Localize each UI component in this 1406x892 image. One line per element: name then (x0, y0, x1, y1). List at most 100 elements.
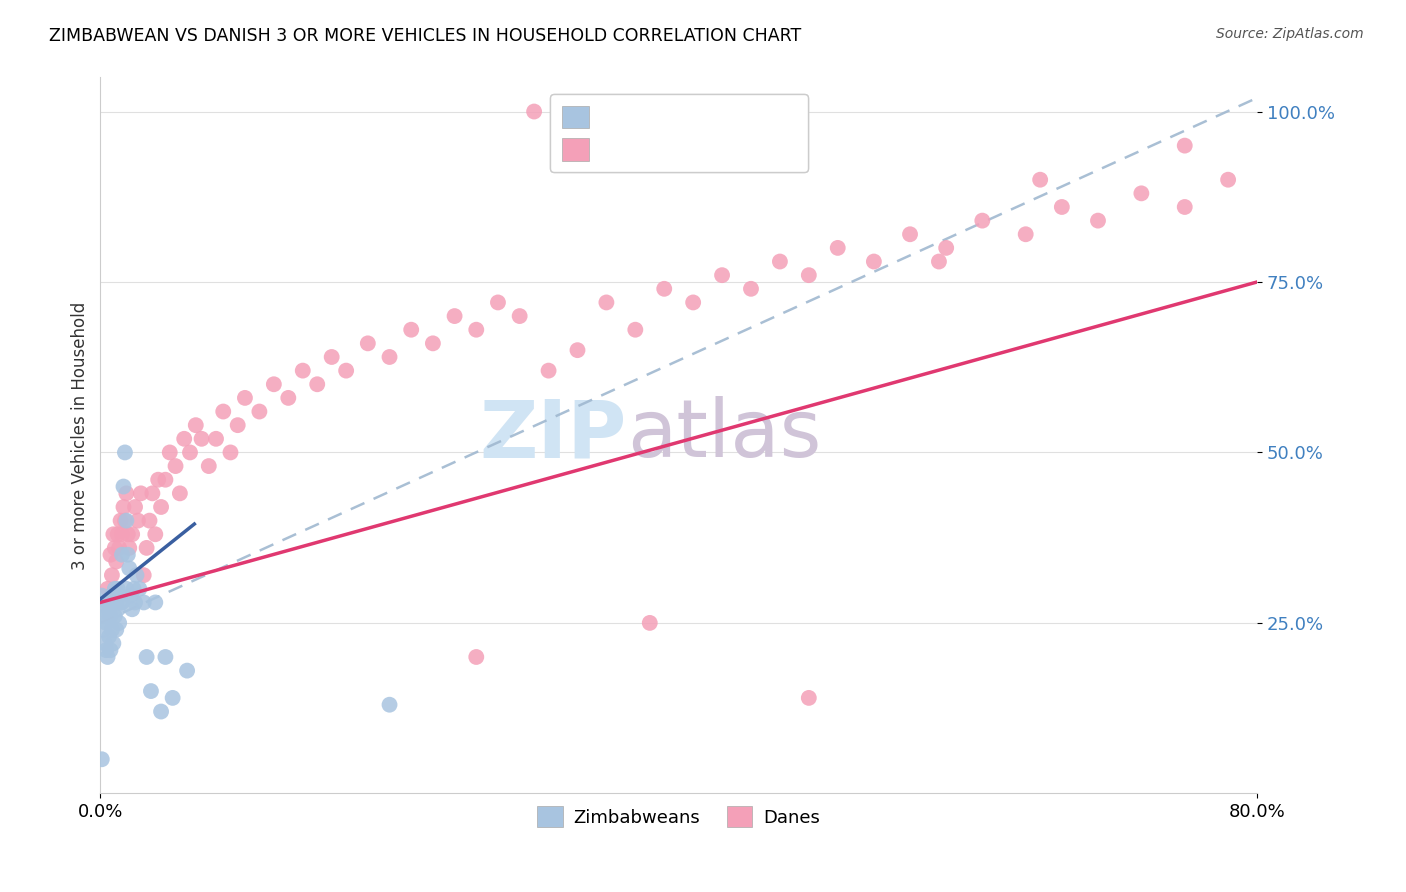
Point (138, 514, 160, 528)
Point (121, 527, 143, 541)
Point (132, 595, 155, 609)
Point (682, 295, 704, 310)
Point (124, 595, 146, 609)
Point (118, 561, 141, 575)
Point (98, 630, 121, 644)
Point (108, 615, 131, 630)
Point (148, 473, 170, 487)
Point (97, 650, 120, 665)
Point (124, 500, 146, 514)
Point (135, 541, 157, 555)
Point (1015, 227, 1038, 242)
Point (1029, 172, 1052, 186)
Point (141, 486, 163, 500)
Point (595, 295, 617, 310)
Point (105, 595, 128, 609)
Point (378, 350, 401, 364)
Point (652, 282, 675, 296)
Point (357, 336, 380, 351)
Point (98, 602, 121, 616)
Point (169, 486, 191, 500)
Point (104, 582, 127, 596)
Point (422, 336, 444, 351)
Point (100, 548, 122, 562)
Point (91, 602, 114, 616)
Point (443, 309, 465, 323)
Point (898, 227, 921, 242)
Point (190, 432, 212, 446)
Point (103, 595, 125, 609)
Point (307, 377, 329, 392)
Point (797, 268, 820, 282)
Point (111, 548, 134, 562)
Point (321, 350, 343, 364)
Point (465, 650, 488, 665)
Point (110, 514, 132, 528)
Point (143, 527, 166, 541)
Point (111, 595, 134, 609)
Point (112, 479, 135, 493)
Y-axis label: 3 or more Vehicles in Household: 3 or more Vehicles in Household (72, 301, 89, 569)
Point (159, 445, 181, 459)
Point (205, 432, 228, 446)
Point (173, 432, 195, 446)
Point (155, 650, 177, 665)
Point (740, 282, 762, 296)
Text: atlas: atlas (627, 396, 821, 475)
Text: 0.448: 0.448 (647, 141, 716, 160)
Point (103, 527, 125, 541)
Point (150, 705, 173, 719)
Text: R =: R = (614, 141, 657, 160)
Point (863, 254, 886, 268)
Point (94, 643, 117, 657)
Point (1087, 213, 1109, 227)
Point (335, 363, 357, 377)
Point (247, 404, 270, 418)
Point (165, 459, 187, 474)
Point (125, 568, 148, 582)
Point (143, 595, 166, 609)
Point (108, 541, 131, 555)
Point (212, 404, 235, 418)
Point (277, 391, 299, 405)
Point (121, 602, 143, 616)
Point (486, 295, 509, 310)
Point (94, 615, 117, 630)
Point (90, 589, 112, 603)
Text: N =: N = (702, 141, 756, 160)
Point (827, 241, 849, 255)
Point (155, 473, 177, 487)
Point (101, 568, 124, 582)
Point (108, 589, 131, 603)
Point (769, 254, 792, 268)
Point (162, 690, 184, 705)
Point (115, 486, 138, 500)
Point (128, 582, 150, 596)
Point (127, 514, 149, 528)
Point (176, 664, 198, 678)
Point (90, 752, 112, 766)
Point (91, 623, 114, 637)
Point (179, 445, 201, 459)
Point (104, 541, 127, 555)
Point (399, 323, 422, 337)
Point (117, 527, 139, 541)
Point (97, 595, 120, 609)
Point (378, 698, 401, 712)
Point (104, 609, 127, 624)
Text: N =: N = (702, 107, 756, 126)
Point (100, 609, 122, 624)
Point (115, 582, 138, 596)
Point (1174, 138, 1197, 153)
Point (114, 445, 136, 459)
Point (291, 363, 314, 377)
Point (150, 500, 173, 514)
Point (567, 343, 589, 358)
Point (711, 268, 734, 282)
Point (523, 104, 546, 119)
Point (1050, 200, 1073, 214)
Point (114, 514, 136, 528)
Point (120, 589, 142, 603)
Text: Source: ZipAtlas.com: Source: ZipAtlas.com (1216, 27, 1364, 41)
Point (107, 602, 129, 616)
